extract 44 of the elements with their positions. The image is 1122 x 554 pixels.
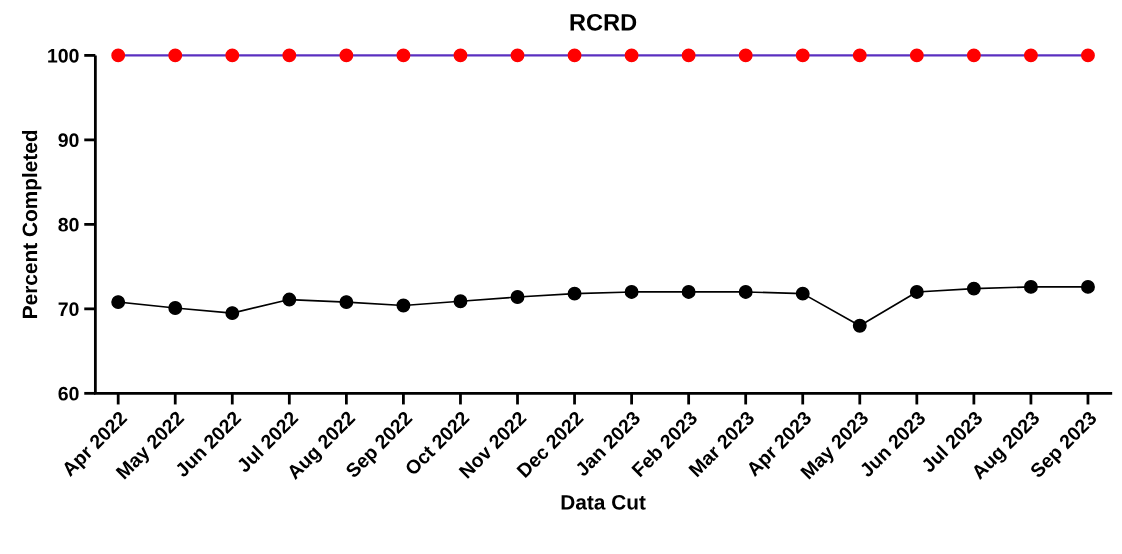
point (510, 48, 525, 63)
point (339, 48, 354, 63)
point (795, 286, 810, 301)
point (681, 285, 696, 299)
x-axis-title: Data Cut (561, 494, 646, 510)
point (339, 295, 354, 310)
chart-title: RCRD (570, 13, 637, 31)
point (852, 318, 867, 333)
point (966, 281, 981, 296)
point (282, 48, 297, 63)
point (852, 48, 867, 63)
point (111, 48, 126, 63)
point (738, 48, 753, 63)
point (453, 294, 468, 309)
point (168, 301, 183, 315)
point (168, 48, 183, 63)
point (1023, 279, 1038, 294)
point (396, 48, 411, 63)
y-tick-label: 100 (48, 48, 79, 63)
point (225, 306, 240, 321)
point (909, 48, 924, 63)
point (111, 295, 126, 310)
point (567, 286, 582, 301)
y-tick-label: 80 (58, 217, 79, 232)
point (567, 48, 582, 63)
point (681, 48, 696, 63)
point (738, 285, 753, 299)
point (1081, 279, 1095, 294)
y-tick-label: 60 (58, 386, 79, 401)
point (624, 285, 639, 299)
point (396, 298, 411, 313)
point (966, 48, 981, 63)
y-tick-label: 70 (58, 302, 79, 317)
y-axis-title: Percent Completed (21, 130, 42, 318)
point (624, 48, 639, 63)
y-tick-label: 90 (58, 133, 79, 148)
point (1081, 48, 1095, 63)
point (510, 290, 525, 304)
point (795, 48, 810, 63)
point (453, 48, 468, 63)
point (282, 292, 297, 307)
point (909, 285, 924, 299)
point (1024, 48, 1038, 63)
point (225, 48, 240, 63)
